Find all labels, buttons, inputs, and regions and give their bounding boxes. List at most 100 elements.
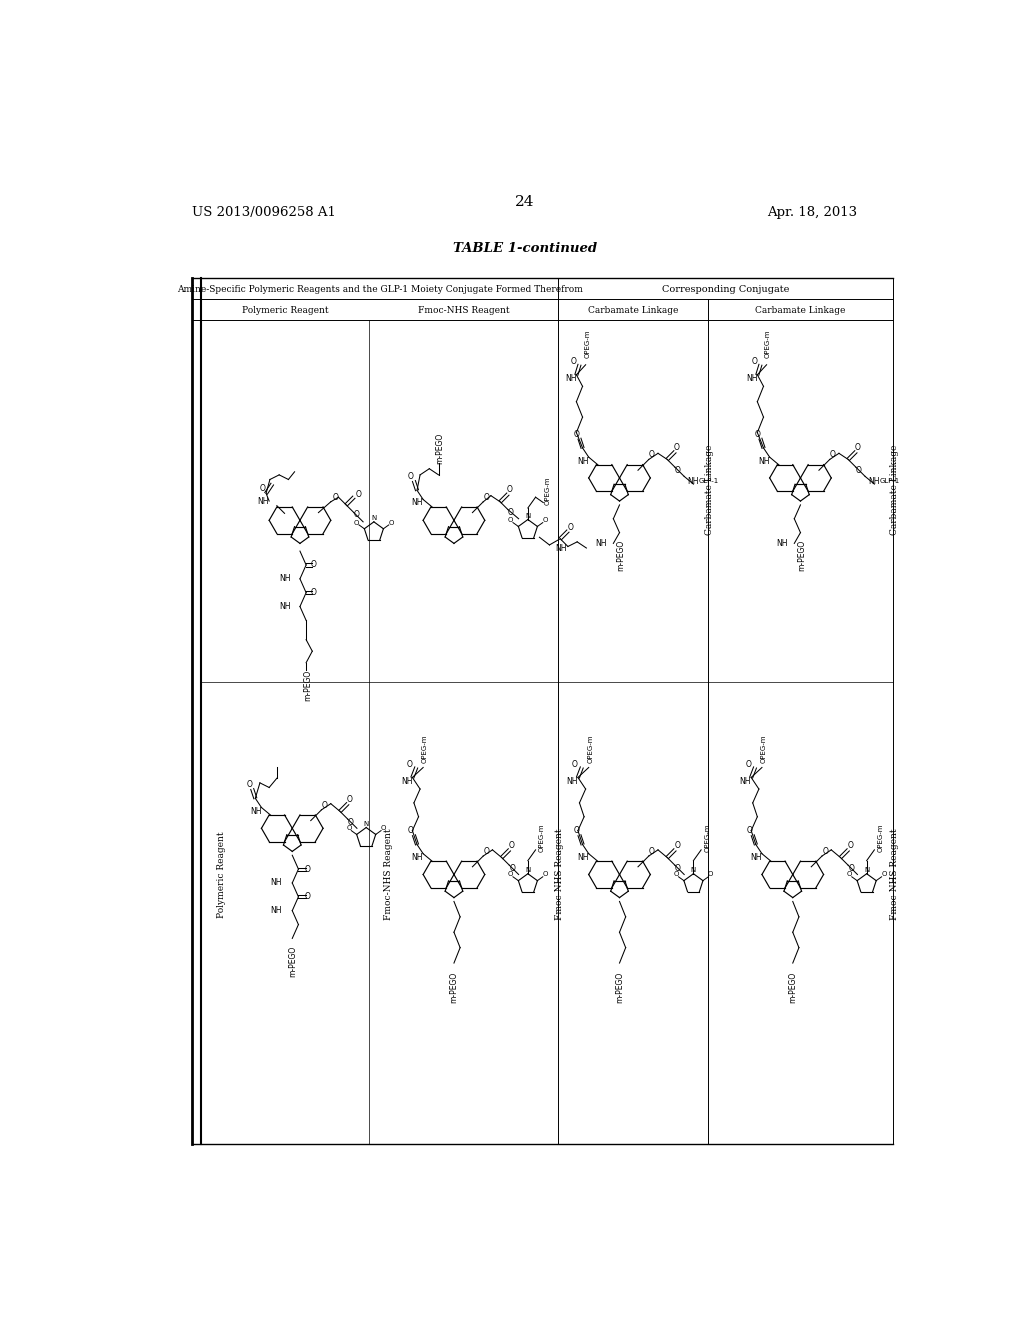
Text: O: O xyxy=(407,760,413,768)
Text: NH: NH xyxy=(412,853,423,862)
Text: OPEG-m: OPEG-m xyxy=(587,735,593,763)
Text: O: O xyxy=(854,442,860,451)
Text: O: O xyxy=(483,492,489,502)
Text: O: O xyxy=(346,825,351,832)
Text: NH: NH xyxy=(596,539,607,548)
Text: O: O xyxy=(311,561,316,569)
Text: NH: NH xyxy=(745,374,758,383)
Text: O: O xyxy=(347,795,353,804)
Text: O: O xyxy=(882,871,887,878)
Text: N: N xyxy=(691,867,696,873)
Text: O: O xyxy=(745,760,751,768)
Text: O: O xyxy=(674,871,679,878)
Text: O: O xyxy=(311,589,316,597)
Text: US 2013/0096258 A1: US 2013/0096258 A1 xyxy=(193,206,336,219)
Text: O: O xyxy=(508,508,514,517)
Text: NH: NH xyxy=(280,602,291,611)
Text: Carbamate Linkage: Carbamate Linkage xyxy=(706,445,714,535)
Text: O: O xyxy=(305,892,310,902)
Text: O: O xyxy=(305,865,310,874)
Text: OPEG-m: OPEG-m xyxy=(584,330,590,358)
Text: O: O xyxy=(483,847,489,855)
Text: NH: NH xyxy=(412,498,423,507)
Text: O: O xyxy=(568,524,573,532)
Text: O: O xyxy=(675,466,681,475)
Text: Fmoc-NHS Reagent: Fmoc-NHS Reagent xyxy=(890,829,899,920)
Text: Carbamate Linkage: Carbamate Linkage xyxy=(756,306,846,314)
Text: O: O xyxy=(847,871,852,878)
Text: OPEG-m: OPEG-m xyxy=(705,824,711,851)
Text: NH: NH xyxy=(400,777,413,785)
Text: Apr. 18, 2013: Apr. 18, 2013 xyxy=(767,206,857,219)
Text: O: O xyxy=(354,510,359,519)
Text: O: O xyxy=(570,358,577,366)
Text: OPEG-m: OPEG-m xyxy=(422,735,428,763)
Text: O: O xyxy=(388,520,394,525)
Text: Corresponding Conjugate: Corresponding Conjugate xyxy=(662,285,790,294)
Text: O: O xyxy=(746,826,753,836)
Text: NH: NH xyxy=(566,777,578,785)
Text: GLP-1: GLP-1 xyxy=(880,478,900,484)
Text: NH: NH xyxy=(578,457,589,466)
Text: NH: NH xyxy=(270,879,282,887)
Text: O: O xyxy=(408,826,414,836)
Text: O: O xyxy=(649,847,654,855)
Text: NH: NH xyxy=(270,907,282,915)
Text: O: O xyxy=(322,801,328,809)
Text: NH: NH xyxy=(687,477,698,486)
Text: NH: NH xyxy=(565,374,577,383)
Text: m-PEGO: m-PEGO xyxy=(616,540,626,570)
Text: O: O xyxy=(822,847,828,855)
Text: N: N xyxy=(525,867,530,873)
Text: OPEG-m: OPEG-m xyxy=(761,735,767,763)
Text: O: O xyxy=(573,429,580,438)
Text: NH: NH xyxy=(868,477,880,486)
Text: O: O xyxy=(708,871,714,878)
Text: OPEG-m: OPEG-m xyxy=(878,824,884,851)
Text: O: O xyxy=(348,817,353,826)
Text: m-PEGO: m-PEGO xyxy=(450,972,459,1003)
Text: O: O xyxy=(543,871,548,878)
Text: O: O xyxy=(408,473,414,480)
Text: TABLE 1-continued: TABLE 1-continued xyxy=(453,242,597,255)
Text: O: O xyxy=(674,442,680,451)
Text: NH: NH xyxy=(280,574,291,583)
Text: N: N xyxy=(864,867,869,873)
Text: O: O xyxy=(260,484,266,494)
Text: O: O xyxy=(829,450,836,459)
Text: O: O xyxy=(856,466,862,475)
Text: m-PEGO: m-PEGO xyxy=(303,671,312,701)
Text: O: O xyxy=(354,520,359,525)
Text: NH: NH xyxy=(758,457,770,466)
Text: O: O xyxy=(381,825,386,832)
Text: N: N xyxy=(525,512,530,519)
Text: Carbamate Linkage: Carbamate Linkage xyxy=(588,306,678,314)
Text: O: O xyxy=(752,358,757,366)
Text: O: O xyxy=(848,863,854,873)
Text: O: O xyxy=(507,484,512,494)
Text: O: O xyxy=(675,841,680,850)
Text: O: O xyxy=(508,871,513,878)
Text: Carbamate Linkage: Carbamate Linkage xyxy=(890,445,899,535)
Text: O: O xyxy=(246,780,252,789)
Text: 24: 24 xyxy=(515,195,535,210)
Text: NH: NH xyxy=(578,853,589,862)
Text: O: O xyxy=(649,450,654,459)
Text: O: O xyxy=(755,429,760,438)
Text: Amine-Specific Polymeric Reagents and the GLP-1 Moiety Conjugate Formed Therefro: Amine-Specific Polymeric Reagents and th… xyxy=(177,285,583,294)
Text: O: O xyxy=(543,517,548,523)
Text: N: N xyxy=(364,821,369,826)
Text: Fmoc-NHS Reagent: Fmoc-NHS Reagent xyxy=(384,829,393,920)
Text: OPEG-m: OPEG-m xyxy=(765,330,771,358)
Text: OPEG-m: OPEG-m xyxy=(544,477,550,506)
Text: Polymeric Reagent: Polymeric Reagent xyxy=(217,832,226,917)
Text: NH: NH xyxy=(555,544,566,553)
Text: O: O xyxy=(510,863,515,873)
Text: m-PEGO: m-PEGO xyxy=(615,972,624,1003)
Text: O: O xyxy=(508,517,513,523)
Text: O: O xyxy=(573,826,580,836)
Text: NH: NH xyxy=(739,777,752,785)
Text: GLP-1: GLP-1 xyxy=(698,478,719,484)
Text: NH: NH xyxy=(751,853,762,862)
Text: m-PEGO: m-PEGO xyxy=(798,540,807,570)
